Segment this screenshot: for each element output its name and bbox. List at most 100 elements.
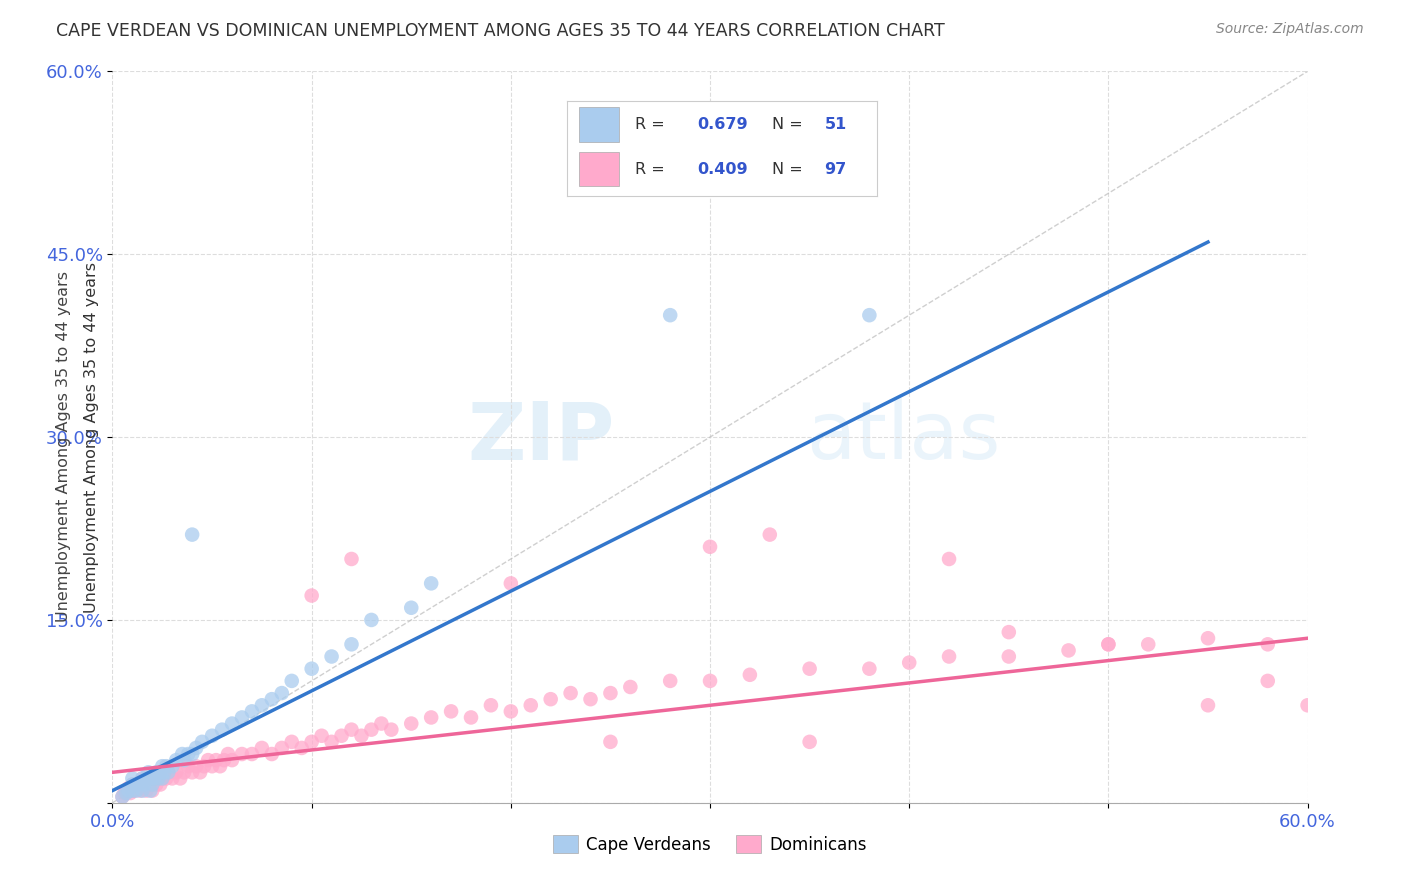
Point xyxy=(162,772,183,786)
Point xyxy=(260,692,283,706)
Point xyxy=(155,772,177,786)
Point xyxy=(148,772,170,786)
Point xyxy=(139,772,162,786)
Point xyxy=(499,705,522,719)
Point xyxy=(177,747,200,761)
Point xyxy=(201,759,224,773)
Point xyxy=(117,781,139,796)
Point xyxy=(659,673,682,688)
Point xyxy=(155,759,177,773)
Point xyxy=(1097,637,1119,651)
Point xyxy=(111,789,134,804)
Point xyxy=(217,747,239,761)
Point xyxy=(599,686,621,700)
Point xyxy=(301,735,323,749)
Point xyxy=(619,680,641,694)
Point xyxy=(134,778,156,792)
Point xyxy=(479,698,502,713)
Point xyxy=(197,753,219,767)
Point xyxy=(143,772,166,786)
Point xyxy=(127,778,149,792)
Point xyxy=(330,729,353,743)
Point xyxy=(186,759,208,773)
Point xyxy=(157,765,180,780)
Point xyxy=(121,772,143,786)
Point xyxy=(799,735,821,749)
Point xyxy=(311,729,333,743)
Point xyxy=(440,705,463,719)
Point xyxy=(186,740,208,755)
Point xyxy=(188,765,211,780)
Text: Unemployment Among Ages 35 to 44 years: Unemployment Among Ages 35 to 44 years xyxy=(56,270,70,622)
Point xyxy=(240,747,263,761)
Point xyxy=(350,729,373,743)
Point xyxy=(138,765,160,780)
Text: atlas: atlas xyxy=(806,398,1000,476)
Point xyxy=(699,673,721,688)
Point xyxy=(131,781,153,796)
Point xyxy=(281,735,304,749)
Point xyxy=(139,783,162,797)
Point xyxy=(120,786,142,800)
Point xyxy=(221,753,243,767)
Point xyxy=(291,740,314,755)
Point xyxy=(117,783,139,797)
Point xyxy=(858,662,880,676)
Point xyxy=(401,600,423,615)
Point xyxy=(121,783,143,797)
Point xyxy=(124,783,146,797)
Point xyxy=(659,308,682,322)
Point xyxy=(141,778,163,792)
Point xyxy=(134,778,156,792)
Text: CAPE VERDEAN VS DOMINICAN UNEMPLOYMENT AMONG AGES 35 TO 44 YEARS CORRELATION CHA: CAPE VERDEAN VS DOMINICAN UNEMPLOYMENT A… xyxy=(56,22,945,40)
Point xyxy=(799,662,821,676)
Point xyxy=(153,765,176,780)
Point xyxy=(360,613,382,627)
Point xyxy=(150,759,173,773)
Point xyxy=(231,710,253,724)
Point xyxy=(579,692,602,706)
Y-axis label: Unemployment Among Ages 35 to 44 years: Unemployment Among Ages 35 to 44 years xyxy=(83,261,98,613)
Point xyxy=(172,747,194,761)
Point xyxy=(131,783,153,797)
Point xyxy=(599,735,621,749)
Text: Source: ZipAtlas.com: Source: ZipAtlas.com xyxy=(1216,22,1364,37)
Point xyxy=(131,772,153,786)
Point xyxy=(250,740,273,755)
Point xyxy=(460,710,482,724)
Point xyxy=(138,778,160,792)
Point xyxy=(221,716,243,731)
Point xyxy=(121,778,143,792)
Point xyxy=(520,698,543,713)
Point xyxy=(181,527,204,541)
Point xyxy=(201,729,224,743)
Point xyxy=(759,527,782,541)
Point xyxy=(231,747,253,761)
Point xyxy=(115,786,138,800)
Point xyxy=(205,753,228,767)
Point xyxy=(157,765,180,780)
Point xyxy=(1137,637,1160,651)
Point xyxy=(125,781,148,796)
Point xyxy=(938,649,960,664)
Point xyxy=(162,759,183,773)
Point xyxy=(145,765,167,780)
Point xyxy=(165,753,187,767)
Point xyxy=(340,637,363,651)
Point xyxy=(898,656,921,670)
Point xyxy=(141,772,163,786)
Point xyxy=(191,735,214,749)
Point xyxy=(131,772,153,786)
Point xyxy=(340,552,363,566)
Point xyxy=(125,783,148,797)
Point xyxy=(560,686,582,700)
Point xyxy=(148,772,170,786)
Text: ZIP: ZIP xyxy=(467,398,614,476)
Point xyxy=(1257,673,1279,688)
Point xyxy=(173,765,195,780)
Point xyxy=(370,716,392,731)
Point xyxy=(301,589,323,603)
Point xyxy=(420,710,443,724)
Point xyxy=(360,723,382,737)
Point xyxy=(420,576,443,591)
